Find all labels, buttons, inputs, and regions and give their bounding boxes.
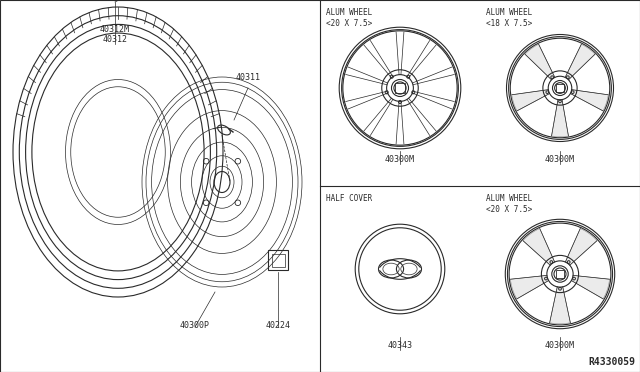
- Bar: [395, 83, 405, 93]
- Polygon shape: [572, 275, 609, 299]
- Text: 40300M: 40300M: [385, 155, 415, 164]
- Polygon shape: [525, 44, 555, 80]
- Bar: [556, 270, 564, 278]
- Polygon shape: [550, 287, 570, 324]
- Bar: [271, 253, 285, 266]
- Text: 40300M: 40300M: [545, 155, 575, 164]
- Text: HALF COVER: HALF COVER: [326, 194, 372, 203]
- Polygon shape: [570, 90, 608, 111]
- Polygon shape: [565, 228, 597, 265]
- Text: ALUM WHEEL: ALUM WHEEL: [486, 8, 532, 17]
- Text: ALUM WHEEL: ALUM WHEEL: [486, 194, 532, 203]
- Polygon shape: [552, 100, 568, 137]
- Text: <20 X 7.5>: <20 X 7.5>: [326, 19, 372, 28]
- Text: ALUM WHEEL: ALUM WHEEL: [326, 8, 372, 17]
- Text: 40312: 40312: [102, 35, 127, 44]
- Text: <18 X 7.5>: <18 X 7.5>: [486, 19, 532, 28]
- Polygon shape: [512, 90, 550, 111]
- Polygon shape: [523, 228, 555, 265]
- Text: R4330059: R4330059: [588, 357, 635, 367]
- Text: 40343: 40343: [387, 341, 413, 350]
- Text: 40311: 40311: [236, 73, 260, 82]
- Text: 40300P: 40300P: [180, 321, 210, 330]
- Text: 40312M: 40312M: [100, 25, 130, 34]
- Text: 40224: 40224: [266, 321, 291, 330]
- Bar: [556, 84, 564, 92]
- Text: 40300M: 40300M: [545, 341, 575, 350]
- Bar: [268, 250, 288, 270]
- Polygon shape: [511, 275, 548, 299]
- Text: <20 X 7.5>: <20 X 7.5>: [486, 205, 532, 214]
- Polygon shape: [565, 44, 595, 80]
